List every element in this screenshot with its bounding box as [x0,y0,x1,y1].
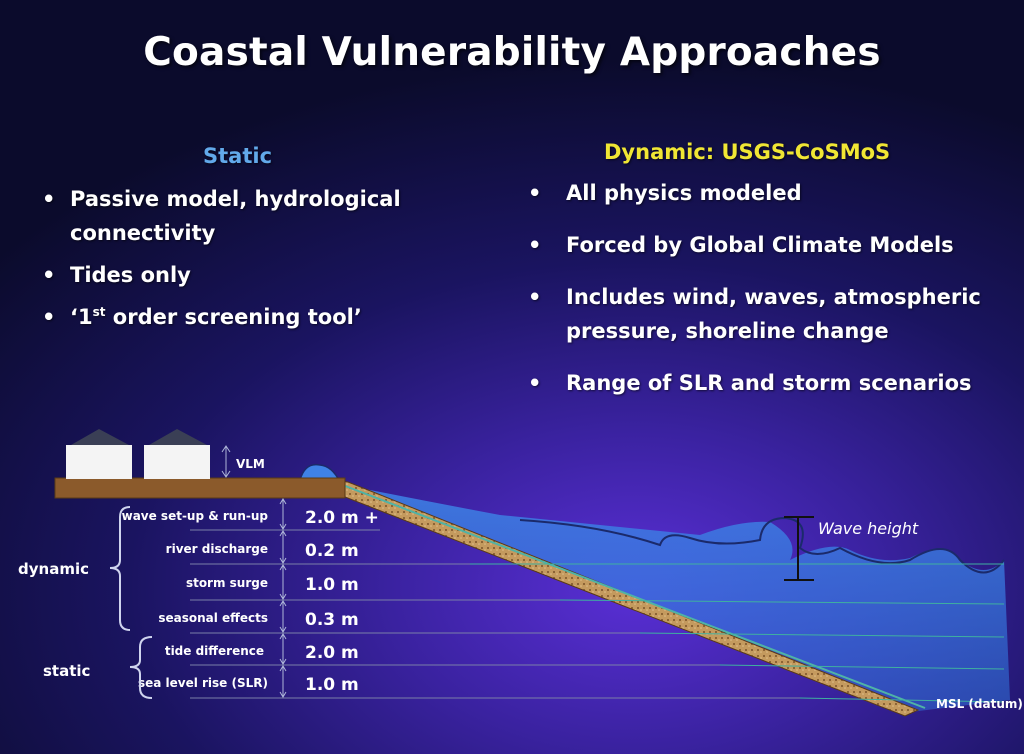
component-label: tide difference [165,644,264,658]
component-value: 2.0 m + [305,508,379,528]
house [66,429,132,479]
wave-height-label: Wave height [818,519,919,538]
dynamic-bullet: Includes wind, waves, atmospheric pressu… [528,280,1016,348]
static-heading: Static [203,144,273,168]
house [144,429,210,479]
component-value: 1.0 m [305,575,359,595]
slide-title: Coastal Vulnerability Approaches [143,30,881,75]
level-arrows [279,498,287,698]
dynamic-bullet: Range of SLR and storm scenarios [528,366,1016,400]
vlm-label: VLM [236,457,265,471]
dynamic-group-label: dynamic [18,560,89,578]
component-value: 0.3 m [305,610,359,630]
wave-height-marker [784,516,814,581]
msl-label: MSL (datum) [936,697,1023,711]
dynamic-bullet-list: All physics modeled Forced by Global Cli… [528,176,1016,400]
level-lines [190,529,1005,703]
land-platform [54,477,346,499]
vlm-arrow [221,445,231,478]
beach-cover-line [339,483,926,709]
component-label: sea level rise (SLR) [138,676,268,690]
dynamic-bullet: All physics modeled [528,176,1016,210]
component-label: seasonal effects [158,611,268,625]
ocean-water [320,478,1010,712]
component-value: 1.0 m [305,675,359,695]
static-bullet-list: Passive model, hydrological connectivity… [42,182,450,334]
component-label: wave set-up & run-up [122,509,269,523]
component-label: river discharge [166,542,268,556]
static-group-label: static [43,662,90,680]
dynamic-bullet: Forced by Global Climate Models [528,228,1016,262]
component-label: storm surge [186,576,268,590]
component-value: 0.2 m [305,541,359,561]
dynamic-bracket [109,506,131,631]
wave-surface-line [519,516,1005,574]
static-bracket [129,636,153,699]
static-bullet: Tides only [42,258,450,292]
static-bullet: Passive model, hydrological connectivity [42,182,450,250]
dynamic-heading: Dynamic: USGS-CoSMoS [604,140,891,164]
static-bullet-screening: ‘1st order screening tool’ [42,300,450,334]
component-value: 2.0 m [305,643,359,663]
